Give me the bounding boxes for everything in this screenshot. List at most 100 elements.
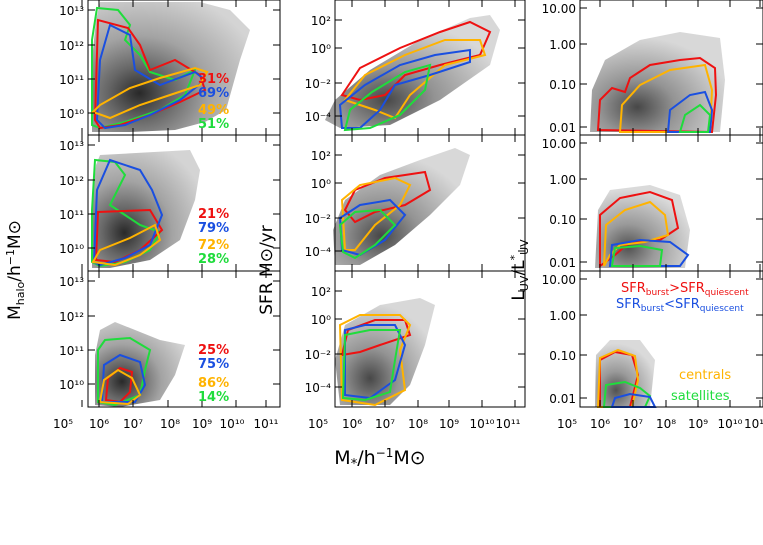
y-tick-label: 10⁰ [311, 42, 331, 56]
x-tick-label: 10¹¹ [496, 417, 521, 431]
x-tick-label: 10⁶ [590, 417, 610, 431]
x-tick-label: 10⁹ [439, 417, 459, 431]
panel-middle-bottom [335, 298, 435, 407]
y-tick-label: 10¹¹ [59, 344, 84, 358]
y-tick-label: 10² [311, 14, 331, 28]
x-tick-label: 10⁶ [342, 417, 362, 431]
contour-burst-gt [599, 190, 680, 268]
y-tick-label: 10⁻² [305, 212, 332, 226]
y-tick-label: 10⁻⁴ [305, 110, 332, 124]
axes-middle-0: 10² 10⁰ 10⁻² 10⁻⁴ [305, 0, 526, 136]
x-tick-label: 10⁷ [375, 417, 395, 431]
y-tick-label: 0.01 [549, 392, 576, 406]
axes-left-2: 10¹³ 10¹² 10¹¹ 10¹⁰ [59, 270, 281, 408]
y-tick-label: 10¹² [59, 310, 84, 324]
pct-burst-lt: 69% [198, 86, 229, 101]
axes-frame [87, 270, 281, 408]
percentages-bottom: 25% 75% 86% 14% [198, 343, 229, 405]
legend-centrals: centrals [679, 368, 731, 383]
x-tick-label: 10⁸ [656, 417, 676, 431]
y-tick-label: 1.00 [549, 309, 576, 323]
density-cloud [325, 15, 500, 128]
axes-middle-2: 10² 10⁰ 10⁻² 10⁻⁴ [305, 270, 526, 408]
axes-frame [334, 270, 526, 408]
contour-burst-lt [95, 23, 207, 130]
ylabel-left: Mhalo/h−1M⊙ [4, 220, 27, 320]
y-tick-label: 10⁻⁴ [305, 245, 332, 259]
y-tick-label: 10⁻⁴ [305, 381, 332, 395]
y-tick-label: 10¹¹ [59, 208, 84, 222]
contour-burst-gt [340, 20, 492, 102]
contour-burst-gt [343, 170, 432, 224]
axes-frame [579, 270, 763, 408]
contour-satellites [343, 63, 432, 132]
x-tick-label: 10⁸ [408, 417, 428, 431]
pct-satellites: 28% [198, 252, 229, 267]
contour-centrals [91, 223, 162, 267]
contour-satellites [91, 6, 197, 130]
y-tick-label: 0.10 [549, 78, 576, 92]
contour-burst-gt [94, 208, 164, 264]
contour-burst-lt [100, 353, 147, 403]
x-tick-label: 10⁹ [688, 417, 708, 431]
y-tick-label: 10⁻² [305, 348, 332, 362]
contour-burst-lt [608, 238, 690, 267]
y-tick-label: 0.01 [549, 121, 576, 135]
y-tick-label: 10¹¹ [59, 73, 84, 87]
legend-burst-gt: SFRburst>SFRquiescent [621, 281, 749, 298]
y-tick-label: 10¹³ [59, 275, 84, 289]
x-tick-label: 10⁷ [123, 417, 143, 431]
y-tick-label: 10¹² [59, 39, 84, 53]
legend-satellites: satellites [671, 389, 730, 404]
y-tick-label: 10.00 [542, 273, 576, 287]
contour-centrals [98, 368, 142, 406]
x-tick-label: 10¹⁰ [470, 417, 495, 431]
x-tick-label: 10⁹ [192, 417, 212, 431]
contour-centrals [91, 66, 209, 120]
contour-satellites [341, 329, 402, 402]
contour-satellites [678, 103, 712, 133]
y-tick-label: 10¹² [59, 174, 84, 188]
y-tick-label: 10¹⁰ [59, 107, 84, 121]
y-tick-label: 10¹⁰ [59, 378, 84, 392]
ylabel-right: LUV/L*UV [508, 239, 531, 301]
pct-centrals: 72% [198, 238, 229, 253]
x-tick-label: 10¹ [744, 417, 763, 431]
panel-right-bottom [595, 340, 657, 408]
contour-satellites [338, 208, 397, 260]
contour-centrals [340, 176, 412, 251]
density-cloud [595, 340, 655, 407]
percentages-top: 31% 69% 49% 51% [198, 72, 229, 132]
x-tick-label: 10⁶ [89, 417, 109, 431]
ylabel-mid: SFR M⊙/yr [257, 225, 277, 314]
y-tick-label: 10.00 [542, 137, 576, 151]
y-tick-label: 0.10 [549, 213, 576, 227]
contour-burst-lt [666, 90, 714, 133]
x-tick-label: 10¹¹ [254, 417, 279, 431]
panel-left-middle [91, 150, 200, 268]
panel-middle-middle [333, 148, 470, 265]
y-tick-label: 10¹⁰ [59, 242, 84, 256]
contour-burst-gt [596, 56, 718, 134]
legend-burst-lt: SFRburst<SFRquiescent [616, 297, 744, 314]
density-cloud [92, 150, 200, 268]
panel-left-bottom [95, 322, 185, 407]
pct-satellites: 51% [198, 117, 229, 132]
y-tick-label: 10² [311, 149, 331, 163]
y-tick-label: 1.00 [549, 38, 576, 52]
x-tick-label: 10⁷ [623, 417, 643, 431]
x-tick-label: 10⁵ [557, 417, 577, 431]
y-tick-label: 0.01 [549, 256, 576, 270]
y-tick-label: 0.10 [549, 349, 576, 363]
y-tick-label: 10.00 [542, 2, 576, 16]
x-tick-label: 10⁵ [308, 417, 328, 431]
contour-centrals [343, 39, 487, 120]
panel-right-middle [595, 185, 690, 268]
pct-burst-gt: 31% [198, 72, 229, 87]
pct-burst-lt: 79% [198, 221, 229, 236]
pct-centrals: 86% [198, 376, 229, 391]
contour-burst-lt [338, 48, 471, 129]
y-tick-label: 10² [311, 285, 331, 299]
panel-middle-top [325, 15, 500, 132]
